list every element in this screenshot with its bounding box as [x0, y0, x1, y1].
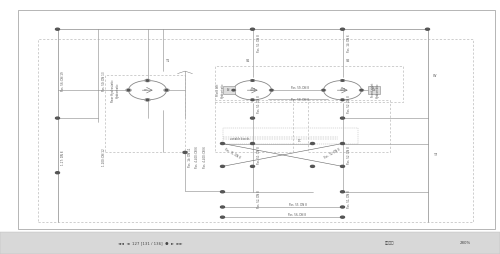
- Circle shape: [340, 206, 344, 208]
- Bar: [215, 100, 292, 152]
- Text: 408: 408: [340, 88, 345, 92]
- Circle shape: [340, 79, 345, 82]
- Text: Pos. 51, DN 8: Pos. 51, DN 8: [346, 190, 350, 208]
- Text: Pos. 50: DN 13: Pos. 50: DN 13: [102, 71, 105, 91]
- Text: 只只图卡: 只只图卡: [385, 241, 395, 245]
- Bar: [105, 75, 185, 152]
- Bar: [368, 86, 380, 94]
- Circle shape: [164, 89, 170, 92]
- Text: 408: 408: [250, 88, 256, 92]
- Circle shape: [220, 165, 224, 167]
- Text: Rear Hydrostatic
Hydrostatic: Rear Hydrostatic Hydrostatic: [110, 79, 120, 102]
- Circle shape: [56, 172, 60, 174]
- Circle shape: [340, 99, 345, 101]
- Text: Pos. 52: DN 8: Pos. 52: DN 8: [346, 95, 350, 113]
- Circle shape: [234, 81, 272, 100]
- Circle shape: [250, 99, 255, 101]
- Circle shape: [270, 89, 273, 91]
- Text: DC: DC: [298, 139, 302, 144]
- Circle shape: [340, 216, 344, 218]
- Circle shape: [359, 89, 364, 91]
- Text: A/I: A/I: [227, 88, 230, 92]
- Text: Pos. 58, DN 8: Pos. 58, DN 8: [291, 98, 309, 102]
- Text: 1.100: DN 12: 1.100: DN 12: [102, 149, 105, 166]
- Bar: [222, 128, 358, 144]
- Circle shape: [310, 142, 314, 145]
- Circle shape: [56, 28, 60, 30]
- Bar: [215, 66, 402, 102]
- Circle shape: [250, 117, 254, 119]
- Circle shape: [324, 81, 362, 100]
- Circle shape: [144, 98, 150, 101]
- Text: T1: T1: [166, 59, 170, 63]
- Circle shape: [183, 151, 187, 153]
- Text: Pos. 51: DN 8: Pos. 51: DN 8: [256, 95, 260, 113]
- Text: Pos. 52, DN 8: Pos. 52, DN 8: [256, 190, 260, 208]
- Text: S1: S1: [245, 59, 250, 63]
- Text: Pos. 51: DN 8: Pos. 51: DN 8: [256, 34, 260, 52]
- Circle shape: [340, 142, 344, 145]
- Text: Pos. 4-400: DN 6: Pos. 4-400: DN 6: [203, 147, 207, 168]
- Text: Pos. 71, DN 8: Pos. 71, DN 8: [224, 148, 241, 160]
- Text: ◄◄  ◄  127 [131 / 136]  ●  ►  ►►: ◄◄ ◄ 127 [131 / 136] ● ► ►►: [118, 241, 182, 245]
- Text: Pos. 4-400: DN 6: Pos. 4-400: DN 6: [196, 147, 200, 168]
- Circle shape: [126, 89, 132, 92]
- Bar: [38, 39, 472, 222]
- Circle shape: [220, 206, 224, 208]
- Text: D/V: D/V: [371, 88, 376, 92]
- Circle shape: [340, 165, 344, 167]
- Text: Pos. 56, DN 8: Pos. 56, DN 8: [288, 213, 306, 217]
- Text: W: W: [433, 74, 437, 78]
- Circle shape: [232, 89, 235, 91]
- Text: S2: S2: [346, 59, 350, 63]
- Bar: [308, 100, 390, 152]
- Circle shape: [146, 80, 149, 81]
- Text: Pos. 55, DN 8: Pos. 55, DN 8: [288, 203, 306, 207]
- Text: Front right
Hydrostatic: Front right Hydrostatic: [370, 82, 380, 98]
- Circle shape: [340, 117, 344, 119]
- Circle shape: [220, 191, 224, 193]
- Circle shape: [341, 99, 344, 101]
- Circle shape: [231, 89, 236, 91]
- Circle shape: [360, 89, 363, 91]
- Text: Pos. 51: DN 8: Pos. 51: DN 8: [256, 146, 260, 164]
- Text: T7: T7: [433, 153, 437, 157]
- Circle shape: [220, 216, 224, 218]
- Text: 1.17: DN 8: 1.17: DN 8: [62, 150, 66, 165]
- Text: Pos. 14: DN 6: Pos. 14: DN 6: [346, 34, 350, 52]
- Bar: [0, 232, 500, 254]
- Circle shape: [340, 191, 344, 193]
- Text: Front left
Hydrostatic: Front left Hydrostatic: [216, 82, 224, 98]
- Circle shape: [56, 117, 60, 119]
- Bar: [222, 86, 235, 94]
- Circle shape: [310, 165, 314, 167]
- Circle shape: [426, 28, 430, 30]
- Bar: [18, 10, 495, 229]
- Circle shape: [146, 99, 149, 101]
- Circle shape: [128, 81, 166, 100]
- Circle shape: [250, 28, 254, 30]
- Circle shape: [321, 89, 326, 91]
- Circle shape: [251, 80, 254, 81]
- Circle shape: [144, 79, 150, 82]
- Circle shape: [322, 89, 325, 91]
- Text: Pos. 56: DN 19: Pos. 56: DN 19: [62, 71, 66, 91]
- Text: Pos. 59, DN 8: Pos. 59, DN 8: [291, 86, 309, 90]
- Circle shape: [250, 165, 254, 167]
- Circle shape: [341, 80, 344, 81]
- Circle shape: [251, 99, 254, 101]
- Circle shape: [250, 142, 254, 145]
- Circle shape: [127, 89, 130, 91]
- Circle shape: [220, 142, 224, 145]
- Text: Pos. 52: DN 8: Pos. 52: DN 8: [346, 146, 350, 164]
- Text: 280%: 280%: [460, 241, 470, 245]
- Circle shape: [165, 89, 168, 91]
- Text: Pos. 1b: DN 11: Pos. 1b: DN 11: [188, 148, 192, 167]
- Circle shape: [340, 28, 344, 30]
- Text: m: m: [144, 88, 147, 92]
- Text: Pos. 72, DN 8: Pos. 72, DN 8: [324, 148, 341, 160]
- Circle shape: [269, 89, 274, 91]
- Circle shape: [250, 79, 255, 82]
- Text: variable boards: variable boards: [230, 137, 250, 141]
